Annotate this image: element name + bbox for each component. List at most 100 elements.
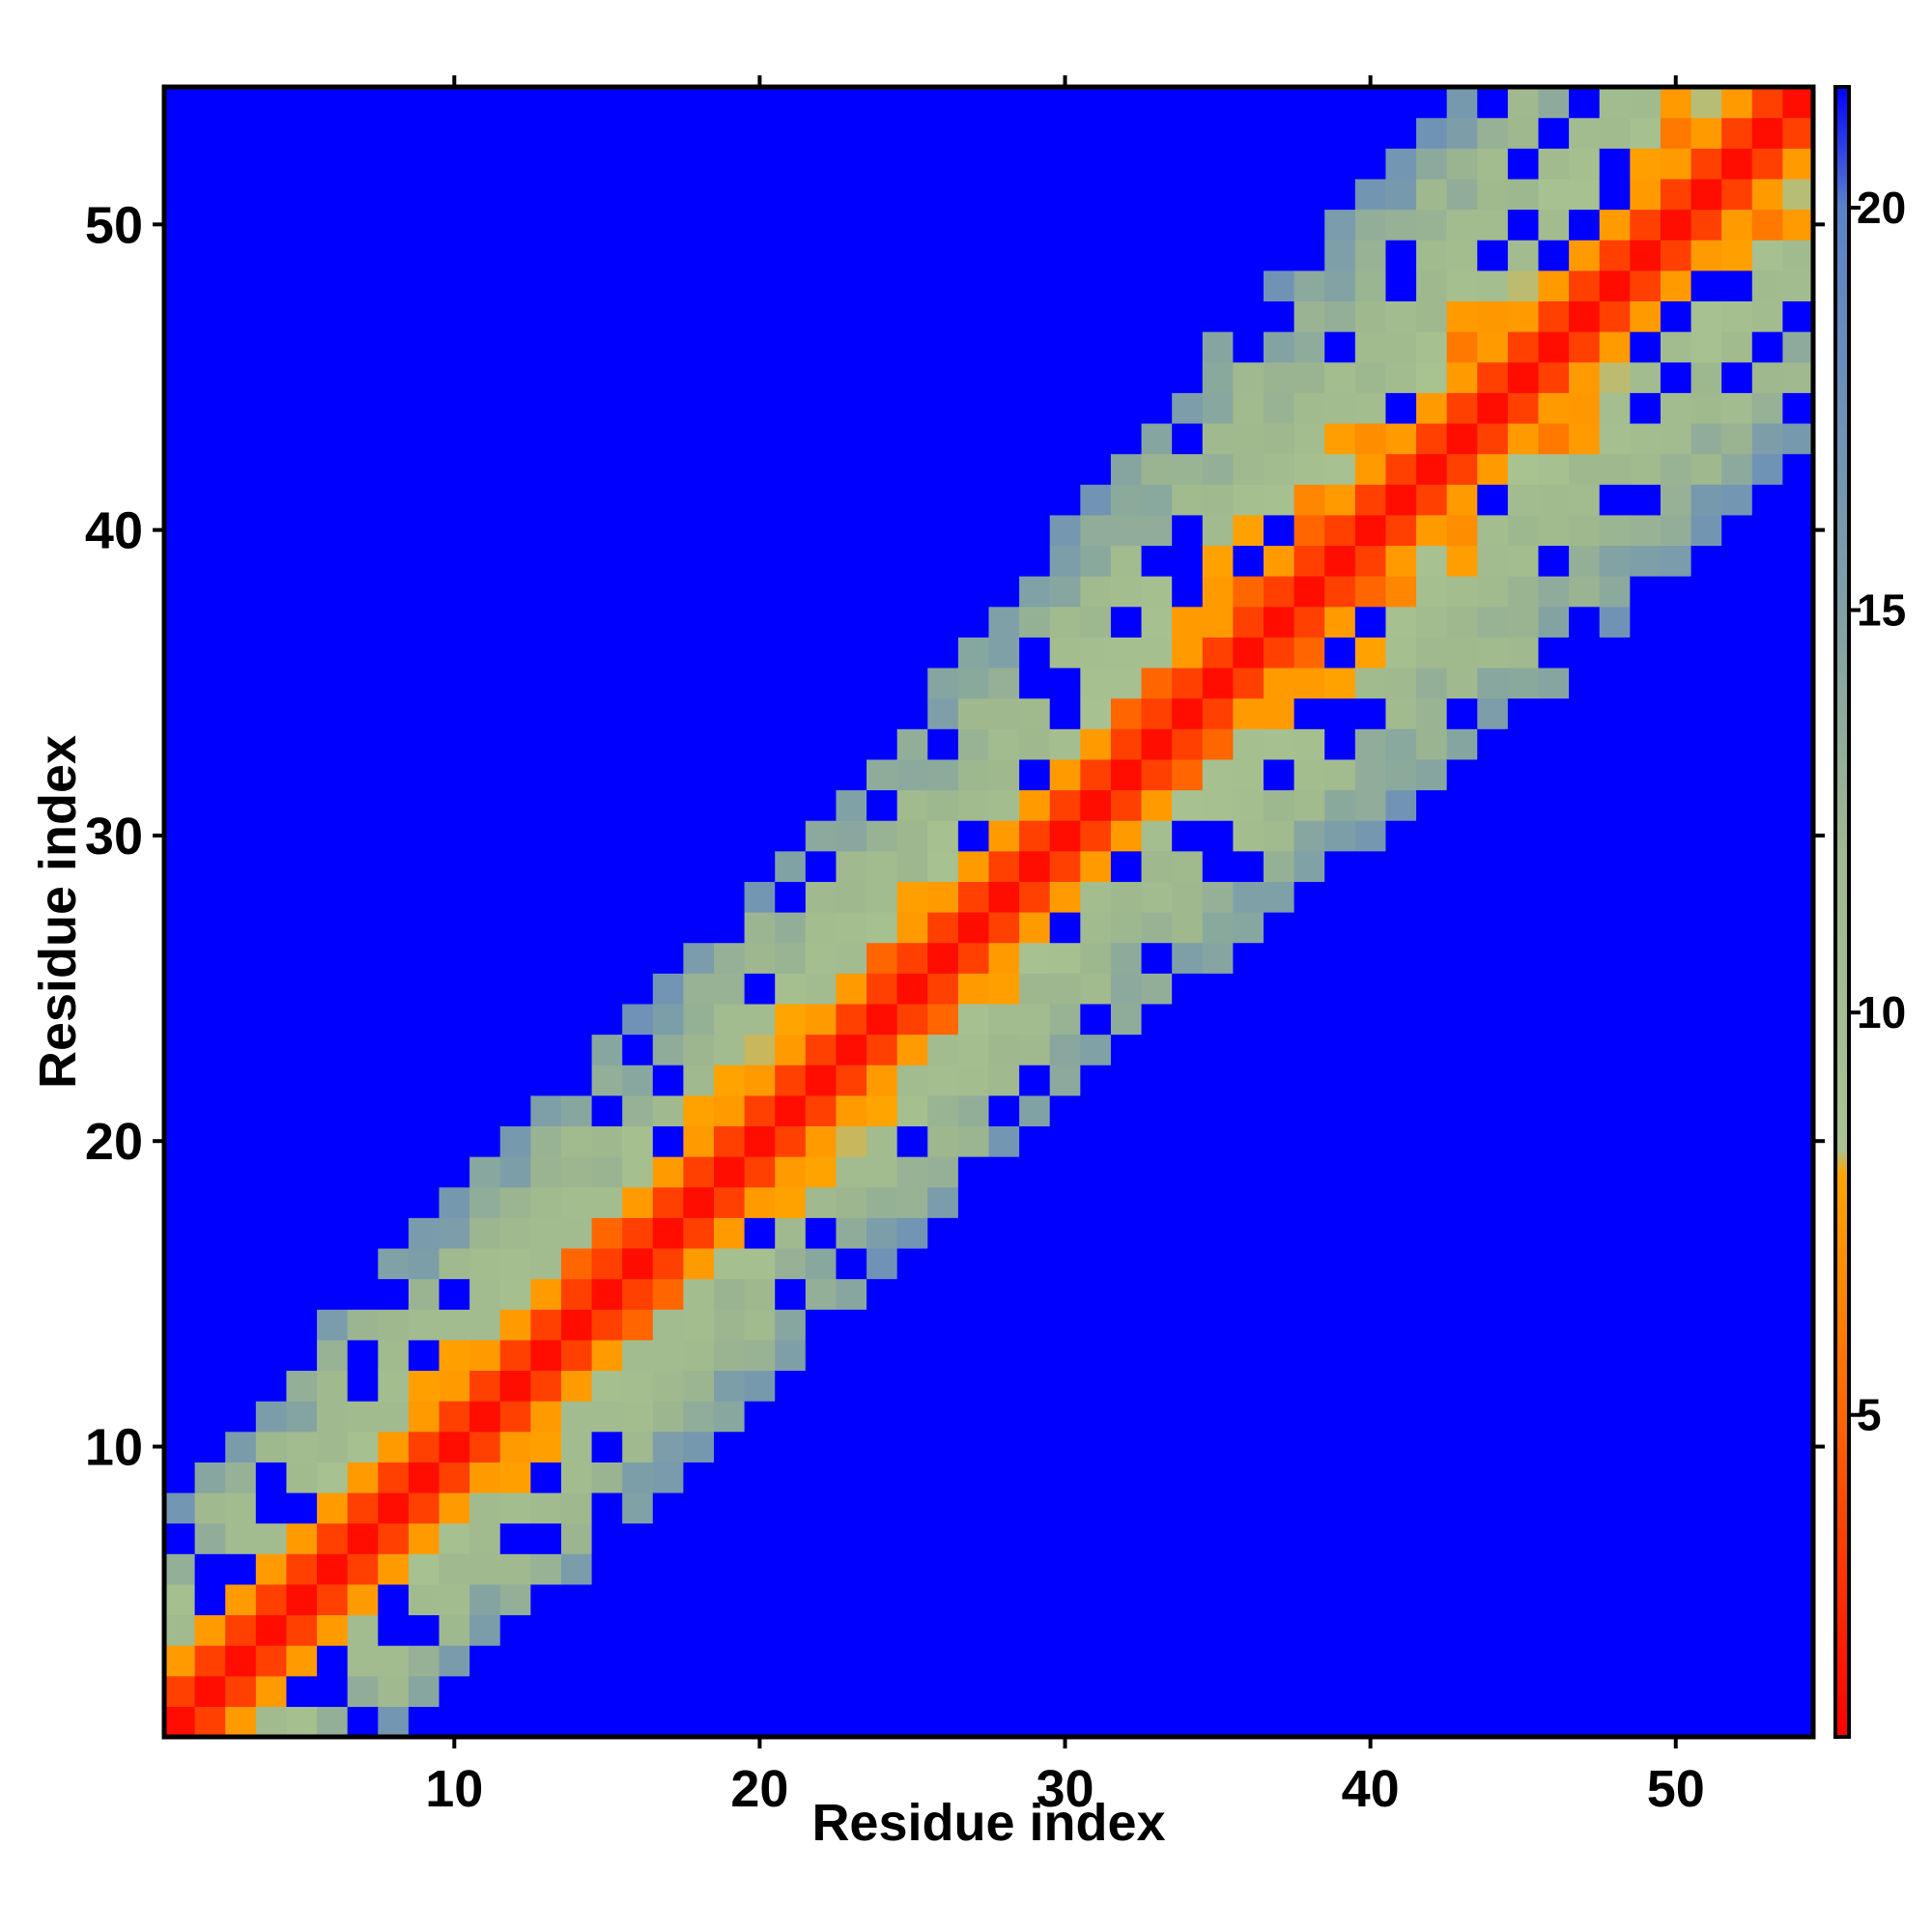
heatmap-cell [499, 1462, 531, 1493]
heatmap-cell [1141, 942, 1173, 974]
heatmap-cell [164, 148, 196, 180]
heatmap-cell [1172, 1675, 1204, 1707]
heatmap-cell [347, 1156, 379, 1188]
heatmap-cell [1630, 270, 1662, 302]
heatmap-cell [1354, 422, 1387, 455]
heatmap-cell [1751, 484, 1783, 516]
heatmap-cell [683, 1156, 715, 1188]
heatmap-cell [896, 1401, 928, 1433]
heatmap-cell [1141, 331, 1173, 363]
heatmap-cell [1202, 1309, 1234, 1341]
heatmap-cell [439, 1034, 470, 1065]
heatmap-cell [1354, 148, 1387, 180]
heatmap-cell [499, 1247, 531, 1280]
heatmap-cell [1264, 240, 1295, 271]
heatmap-cell [1080, 514, 1112, 547]
heatmap-cell [1141, 1553, 1173, 1585]
heatmap-cell [194, 1247, 226, 1280]
heatmap-cell [1721, 1309, 1753, 1341]
heatmap-cell [1354, 117, 1387, 149]
heatmap-cell [775, 1339, 807, 1372]
heatmap-cell [805, 1675, 838, 1707]
heatmap-cell [622, 576, 654, 608]
heatmap-cell [591, 1522, 623, 1554]
heatmap-cell [591, 1553, 623, 1585]
heatmap-cell [652, 453, 684, 485]
heatmap-cell [896, 973, 928, 1005]
heatmap-cell [714, 1094, 746, 1127]
heatmap-cell [1751, 331, 1783, 363]
heatmap-cell [255, 1217, 288, 1249]
heatmap-cell [836, 1125, 867, 1157]
heatmap-cell [988, 576, 1020, 608]
heatmap-cell [1782, 1065, 1814, 1096]
heatmap-cell [714, 1492, 746, 1524]
heatmap-cell [560, 240, 593, 271]
heatmap-cell [530, 422, 562, 455]
heatmap-cell [867, 392, 898, 424]
heatmap-cell [1477, 178, 1509, 211]
heatmap-cell [1324, 789, 1356, 821]
heatmap-cell [317, 545, 349, 577]
heatmap-cell [1385, 300, 1417, 332]
heatmap-cell [896, 667, 928, 699]
heatmap-cell [1416, 300, 1448, 332]
heatmap-cell [1385, 1462, 1417, 1493]
heatmap-cell [560, 1614, 593, 1646]
heatmap-cell [194, 484, 226, 516]
heatmap-cell [1110, 545, 1143, 577]
heatmap-cell [988, 1370, 1020, 1402]
heatmap-cell [1080, 667, 1112, 699]
heatmap-cell [1446, 1553, 1478, 1585]
heatmap-cell [805, 1401, 838, 1433]
heatmap-cell [714, 392, 746, 424]
heatmap-cell [927, 484, 959, 516]
heatmap-cell [591, 973, 623, 1005]
heatmap-cell [805, 392, 838, 424]
heatmap-cell [1690, 1278, 1722, 1310]
heatmap-cell [1202, 606, 1234, 638]
heatmap-cell [1507, 361, 1540, 393]
heatmap-cell [683, 209, 715, 241]
heatmap-cell [225, 148, 257, 180]
heatmap-cell [530, 1156, 562, 1188]
heatmap-cell [1477, 1431, 1509, 1463]
heatmap-cell [530, 1462, 562, 1493]
heatmap-cell [1446, 912, 1478, 944]
heatmap-cell [439, 973, 470, 1005]
heatmap-cell [439, 667, 470, 699]
heatmap-cell [225, 1186, 257, 1218]
heatmap-cell [1416, 912, 1448, 944]
heatmap-cell [714, 1522, 746, 1554]
heatmap-cell [1019, 545, 1051, 577]
heatmap-cell [1080, 300, 1112, 332]
heatmap-cell [1172, 422, 1204, 455]
heatmap-cell [1446, 240, 1478, 271]
heatmap-cell [714, 422, 746, 455]
heatmap-cell [927, 1156, 959, 1188]
heatmap-cell [1264, 422, 1295, 455]
heatmap-cell [469, 1217, 501, 1249]
heatmap-cell [1721, 1003, 1753, 1036]
heatmap-cell [255, 1247, 288, 1280]
heatmap-cell [1416, 1278, 1448, 1310]
heatmap-cell [469, 1706, 501, 1738]
heatmap-cell [1110, 576, 1143, 608]
heatmap-cell [164, 881, 196, 913]
heatmap-cell [1080, 87, 1112, 119]
heatmap-cell [683, 422, 715, 455]
heatmap-cell [378, 1492, 410, 1524]
heatmap-cell [867, 1553, 898, 1585]
heatmap-cell [1110, 1645, 1143, 1677]
heatmap-cell [652, 697, 684, 729]
heatmap-cell [1721, 331, 1753, 363]
heatmap-cell [1080, 1645, 1112, 1677]
heatmap-cell [988, 758, 1020, 791]
heatmap-cell [927, 1492, 959, 1524]
heatmap-cell [378, 1370, 410, 1402]
heatmap-cell [194, 514, 226, 547]
heatmap-cell [744, 1522, 776, 1554]
heatmap-cell [1264, 1462, 1295, 1493]
